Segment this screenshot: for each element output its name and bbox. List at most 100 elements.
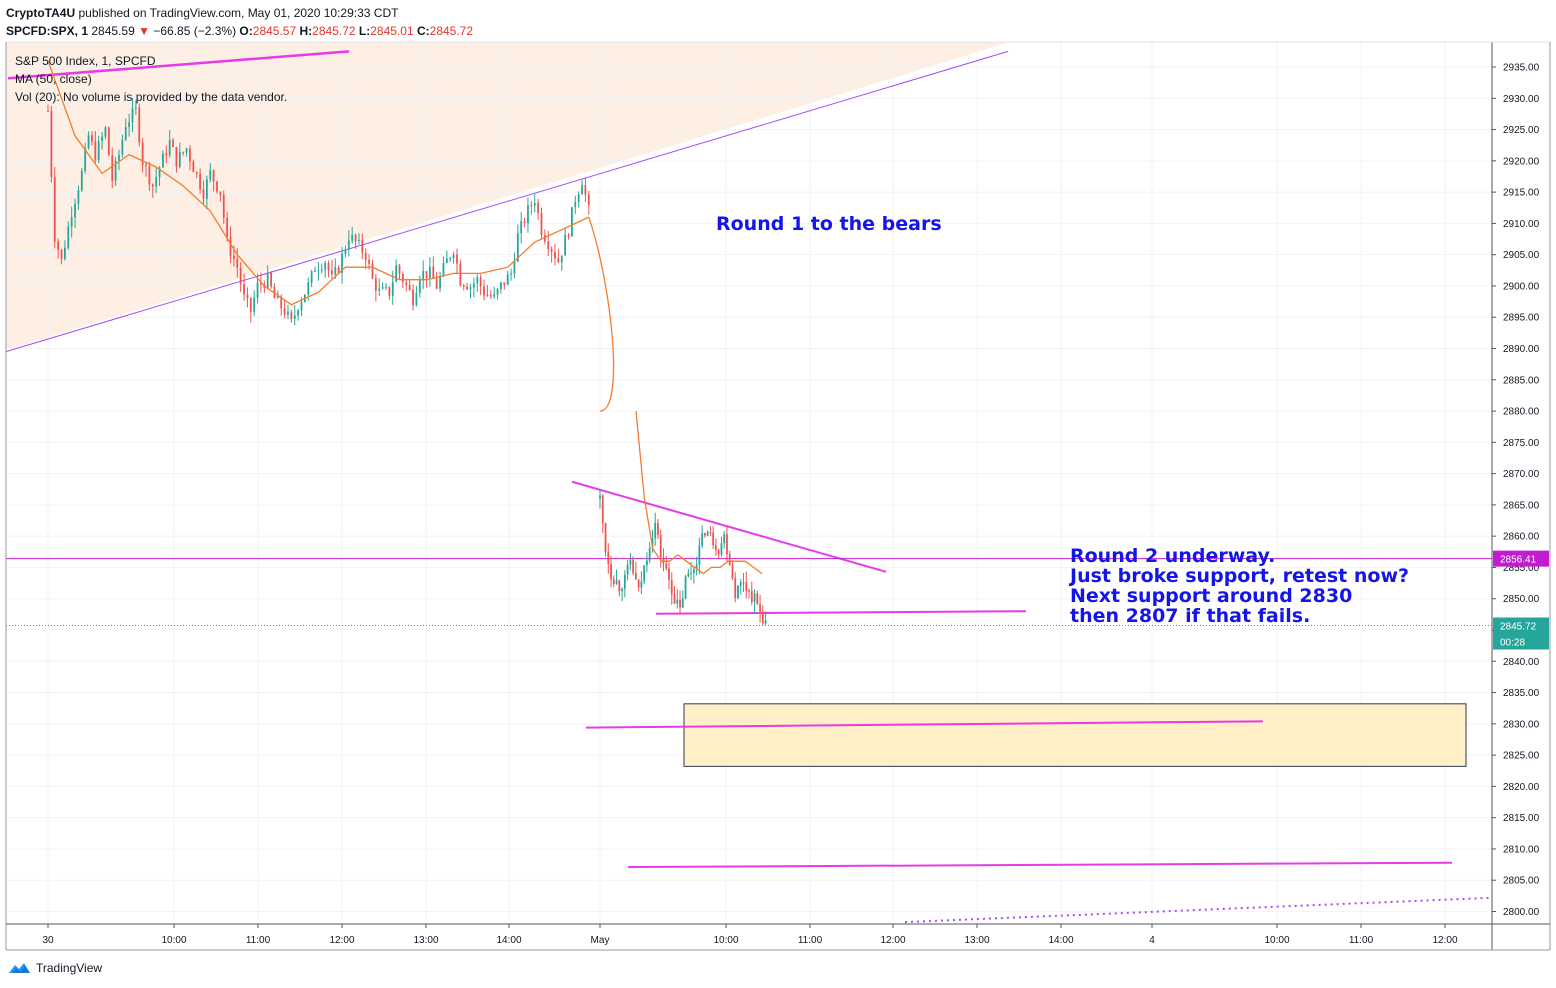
candle-body <box>189 148 191 162</box>
candle <box>114 157 117 186</box>
candle-body <box>712 532 715 546</box>
support-2807-line[interactable] <box>627 861 1453 869</box>
candles <box>47 98 767 626</box>
candle <box>571 207 573 237</box>
candle-body <box>307 282 310 295</box>
candle-body <box>564 235 567 256</box>
candle <box>472 277 475 298</box>
candle-body <box>172 139 174 147</box>
candle <box>706 530 709 537</box>
candle-body <box>260 282 262 285</box>
support-2830-line[interactable] <box>585 720 1264 729</box>
candle-body <box>599 495 601 499</box>
candle-body <box>60 249 63 259</box>
candle <box>344 245 347 258</box>
legend-ma[interactable]: MA (50, close) <box>15 72 92 86</box>
candle-body <box>195 172 198 174</box>
rising-trendline[interactable] <box>5 50 1009 353</box>
dotted-trendline[interactable] <box>904 896 1493 924</box>
time-tick-label: 10:00 <box>161 935 186 946</box>
support-zone-rect[interactable] <box>683 703 1467 767</box>
candle <box>138 103 141 147</box>
price-tick-label: 2895.00 <box>1503 313 1540 324</box>
time-tick-label: 4 <box>1149 935 1155 946</box>
candle <box>243 273 245 301</box>
candle-body <box>222 194 225 218</box>
candle-body <box>459 263 462 286</box>
candle-body <box>280 296 283 309</box>
candle <box>385 282 387 290</box>
candle <box>687 569 690 578</box>
candle <box>104 125 107 140</box>
price-tick-label: 2915.00 <box>1503 188 1540 199</box>
candle <box>554 243 556 266</box>
legend-title[interactable]: S&P 500 Index, 1, SPCFD <box>15 54 156 68</box>
price-axis[interactable]: 2935.00 2930.00 2925.00 2920.00 2915.00 2910.… <box>1492 63 1549 918</box>
candle-body <box>327 263 330 271</box>
candle-body <box>486 294 489 296</box>
candle <box>418 275 421 298</box>
candle-body <box>361 239 364 253</box>
candle <box>398 263 401 280</box>
horizontal-level-badge[interactable] <box>1493 550 1549 567</box>
price-tick-label: 2870.00 <box>1503 469 1540 480</box>
support-zone-box[interactable] <box>683 703 1467 767</box>
candle <box>341 247 343 284</box>
candle <box>378 278 381 296</box>
candle <box>756 590 759 605</box>
candle <box>266 265 269 290</box>
candle-body <box>506 274 509 285</box>
candle-body <box>537 202 539 213</box>
candle-body <box>709 532 712 534</box>
candle-body <box>256 282 259 298</box>
candle-body <box>246 294 249 298</box>
ma-line-session-2 <box>635 411 763 575</box>
candle <box>479 274 482 296</box>
annotation-round-2-line-3: Next support around 2830 <box>1070 585 1352 607</box>
candle <box>623 570 626 598</box>
price-tick-label: 2925.00 <box>1503 125 1540 136</box>
wedge-fill <box>6 42 1010 350</box>
candle-body <box>391 281 394 296</box>
last-price-badge[interactable] <box>1493 617 1549 650</box>
legend-volume[interactable]: Vol (20): No volume is provided by the d… <box>15 90 288 104</box>
candle <box>681 590 684 608</box>
top-trendline[interactable] <box>7 50 350 80</box>
candle <box>297 308 300 321</box>
candle <box>361 233 364 260</box>
candle <box>74 198 76 228</box>
candle-body <box>148 165 151 185</box>
price-tick-label: 2865.00 <box>1503 500 1540 511</box>
author-name[interactable]: CryptoTA4U <box>6 6 76 20</box>
candle-body <box>554 251 556 259</box>
candle <box>246 287 249 308</box>
candle <box>405 279 408 292</box>
candle <box>87 131 90 150</box>
candle <box>192 159 195 173</box>
symbol-label: SPCFD:SPX, 1 <box>6 24 89 38</box>
candle-body <box>425 271 428 279</box>
candle <box>581 179 583 195</box>
candle-body <box>731 565 734 579</box>
candle-body <box>472 283 475 288</box>
candle-body <box>745 582 748 591</box>
candle-body <box>753 593 756 602</box>
candle-body <box>141 142 144 165</box>
candle-body <box>728 554 731 566</box>
candle-body <box>439 275 441 289</box>
drawing-lines[interactable] <box>5 50 1493 924</box>
candle-body <box>402 273 404 283</box>
candle <box>662 548 665 572</box>
time-axis[interactable]: 30 10:00 11:00 12:00 13:00 14:00 May 10:00 11:00… <box>42 924 1458 946</box>
broken-support-line[interactable] <box>655 610 1027 615</box>
price-tick-label: 2830.00 <box>1503 719 1540 730</box>
annotation-round-1: Round 1 to the bears <box>716 213 942 235</box>
candle <box>679 590 681 615</box>
descending-resistance-line[interactable] <box>571 480 887 573</box>
footer-branding[interactable]: TradingView <box>8 961 102 975</box>
price-tick-label: 2840.00 <box>1503 657 1540 668</box>
candle <box>723 531 726 549</box>
candle <box>537 199 539 220</box>
candle <box>408 279 411 292</box>
